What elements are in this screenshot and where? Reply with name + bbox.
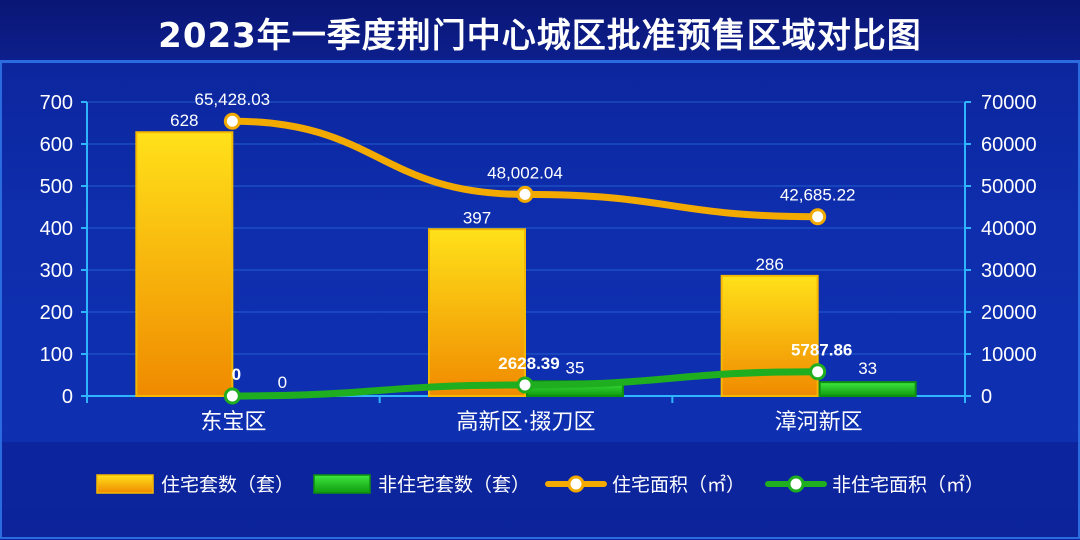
line-point xyxy=(223,112,241,130)
line-point xyxy=(516,376,534,394)
title-bar: 2023年一季度荆门中心城区批准预售区域对比图 xyxy=(0,0,1080,62)
bar xyxy=(428,228,526,397)
y-tick-label-left: 500 xyxy=(40,176,73,198)
legend-label: 住宅面积（㎡） xyxy=(612,473,745,496)
line-data-label: 2628.39 xyxy=(498,354,559,373)
y-tick-label-right: 0 xyxy=(981,386,992,408)
y-tick-label-left: 600 xyxy=(40,134,73,156)
line-data-label: 5787.86 xyxy=(791,341,852,360)
x-category-label: 高新区·掇刀区 xyxy=(457,410,596,435)
y-tick-label-left: 200 xyxy=(40,302,73,324)
legend-label: 非住宅套数（套） xyxy=(378,474,530,496)
bar-data-label: 628 xyxy=(170,111,198,130)
y-tick-label-right: 30000 xyxy=(981,260,1037,282)
legend-marker xyxy=(567,475,585,493)
line-data-label: 0 xyxy=(232,365,241,384)
line-point xyxy=(516,185,534,203)
bar-data-label: 33 xyxy=(858,359,877,378)
y-tick-label-right: 60000 xyxy=(981,134,1037,156)
y-tick-label-left: 100 xyxy=(40,344,73,366)
y-tick-label-left: 0 xyxy=(62,386,73,408)
y-tick-label-right: 40000 xyxy=(981,218,1037,240)
bar-data-label: 286 xyxy=(755,255,783,274)
y-tick-label-right: 20000 xyxy=(981,302,1037,324)
y-tick-label-right: 70000 xyxy=(981,92,1037,114)
line-data-label: 65,428.03 xyxy=(195,90,271,109)
y-tick-label-left: 300 xyxy=(40,260,73,282)
legend-label: 非住宅面积（㎡） xyxy=(832,473,984,496)
y-tick-label-left: 700 xyxy=(40,92,73,114)
legend-marker xyxy=(787,475,805,493)
legend-label: 住宅套数（套） xyxy=(161,474,294,496)
bar-data-label: 397 xyxy=(463,208,491,227)
chart-title: 2023年一季度荆门中心城区批准预售区域对比图 xyxy=(158,16,922,56)
line-data-label: 48,002.04 xyxy=(487,163,563,182)
y-tick-label-left: 400 xyxy=(40,218,73,240)
bar xyxy=(135,131,234,398)
chart-border xyxy=(0,61,1080,539)
line-data-label: 42,685.22 xyxy=(780,186,856,205)
bar xyxy=(818,381,917,398)
x-category-label: 漳河新区 xyxy=(775,410,863,435)
legend-swatch xyxy=(313,474,371,494)
y-tick-label-right: 10000 xyxy=(981,344,1037,366)
bar-data-label: 35 xyxy=(566,358,585,377)
line-point xyxy=(809,363,827,381)
bar xyxy=(720,274,819,398)
line-point xyxy=(223,387,241,405)
legend-swatch xyxy=(96,474,154,494)
y-tick-label-right: 50000 xyxy=(981,176,1037,198)
x-category-label: 东宝区 xyxy=(200,410,266,435)
bar-data-label: 0 xyxy=(278,373,287,392)
line-point xyxy=(809,208,827,226)
